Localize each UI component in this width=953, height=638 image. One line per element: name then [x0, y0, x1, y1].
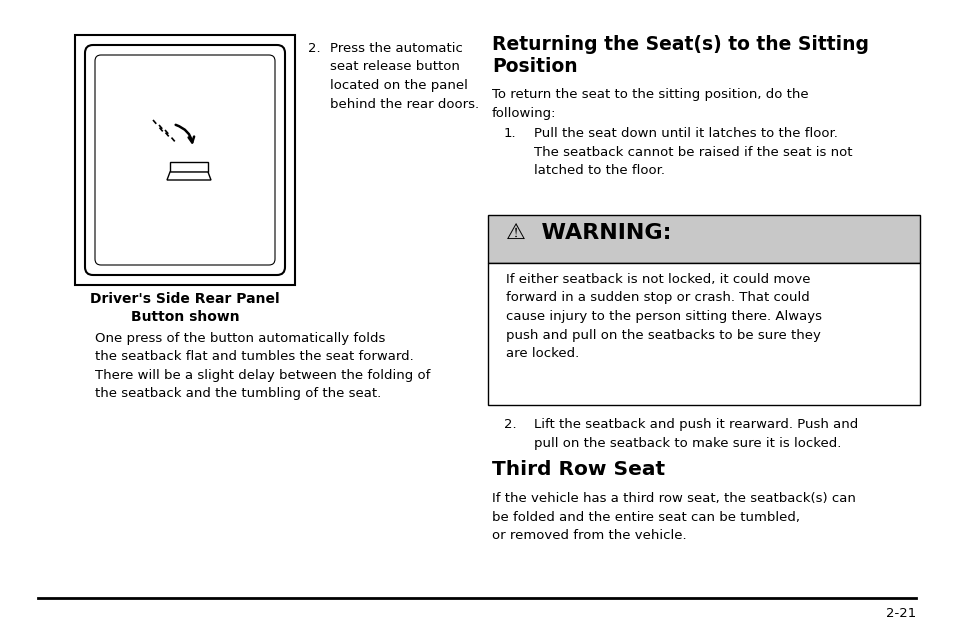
- Bar: [488, 263, 919, 405]
- Text: Pull the seat down until it latches to the floor.
The seatback cannot be raised : Pull the seat down until it latches to t…: [534, 127, 852, 177]
- Text: Driver's Side Rear Panel: Driver's Side Rear Panel: [91, 292, 279, 306]
- Text: To return the seat to the sitting position, do the
following:: To return the seat to the sitting positi…: [492, 88, 808, 119]
- FancyBboxPatch shape: [95, 55, 274, 265]
- FancyBboxPatch shape: [85, 45, 285, 275]
- Text: Returning the Seat(s) to the Sitting: Returning the Seat(s) to the Sitting: [492, 35, 868, 54]
- Text: Third Row Seat: Third Row Seat: [492, 460, 664, 479]
- Bar: [488, 215, 919, 263]
- Text: 2-21: 2-21: [884, 607, 915, 620]
- Text: 2.: 2.: [503, 418, 517, 431]
- Text: Position: Position: [492, 57, 577, 76]
- Text: If either seatback is not locked, it could move
forward in a sudden stop or cras: If either seatback is not locked, it cou…: [505, 273, 821, 360]
- Text: Button shown: Button shown: [131, 310, 239, 324]
- Bar: [75, 35, 294, 285]
- Text: Press the automatic
seat release button
located on the panel
behind the rear doo: Press the automatic seat release button …: [330, 42, 478, 110]
- Bar: [170, 162, 208, 172]
- Text: One press of the button automatically folds
the seatback flat and tumbles the se: One press of the button automatically fo…: [95, 332, 430, 401]
- Text: Lift the seatback and push it rearward. Push and
pull on the seatback to make su: Lift the seatback and push it rearward. …: [534, 418, 858, 450]
- Text: If the vehicle has a third row seat, the seatback(s) can
be folded and the entir: If the vehicle has a third row seat, the…: [492, 492, 855, 542]
- Polygon shape: [167, 172, 211, 180]
- Text: 2.: 2.: [308, 42, 320, 55]
- Text: ⚠  WARNING:: ⚠ WARNING:: [505, 223, 671, 243]
- Text: 1.: 1.: [503, 127, 517, 140]
